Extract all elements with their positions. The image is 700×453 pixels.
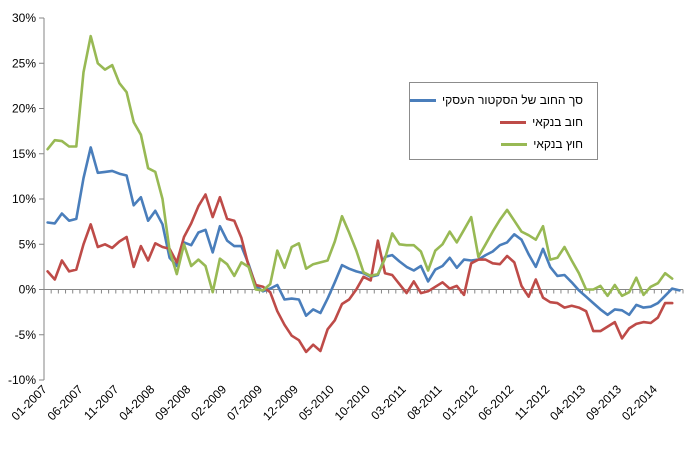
x-tick-label: 01-2012 bbox=[439, 382, 480, 423]
legend-swatch-bank-debt bbox=[500, 120, 527, 124]
legend-item-bank-debt: חוב בנקאי bbox=[500, 115, 583, 129]
x-tick-label: 06-2007 bbox=[45, 382, 86, 423]
y-tick-label: 15% bbox=[12, 147, 36, 161]
y-tick-label: 20% bbox=[12, 102, 36, 116]
x-tick-label: 09-2008 bbox=[152, 382, 193, 423]
x-tick-label: 02-2009 bbox=[188, 382, 229, 423]
legend-item-total-business-debt: סך החוב של הסקטור העסקי bbox=[410, 93, 583, 107]
x-tick-label: 10-2010 bbox=[332, 382, 373, 423]
legend-label-non-bank-debt: חוץ בנקאי bbox=[533, 137, 583, 151]
legend-item-non-bank-debt: חוץ בנקאי bbox=[501, 137, 583, 151]
x-tick-label: 01-2007 bbox=[9, 382, 50, 423]
x-tick-label: 07-2009 bbox=[224, 382, 265, 423]
x-tick-label: 05-2010 bbox=[296, 382, 337, 423]
legend-swatch-total-business-debt bbox=[410, 98, 437, 102]
series-line-total-business-debt bbox=[46, 146, 681, 318]
legend-swatch-non-bank-debt bbox=[501, 142, 528, 146]
series-line-non-bank-debt bbox=[46, 34, 674, 298]
y-tick-label: -5% bbox=[15, 328, 37, 342]
y-tick-label: 25% bbox=[12, 56, 36, 70]
x-tick-label: 11-2012 bbox=[512, 382, 553, 423]
chart-axes: -10% -5% 0% 5% 10% 15% 20% 25% 30% 01-200706-2007… bbox=[8, 11, 684, 423]
legend-label-total-business-debt: סך החוב של הסקטור העסקי bbox=[442, 93, 583, 107]
y-tick-label: 30% bbox=[12, 11, 36, 25]
y-tick-label: 10% bbox=[12, 192, 36, 206]
y-tick-label: -10% bbox=[8, 373, 36, 387]
x-tick-label: 04-2008 bbox=[116, 382, 157, 423]
x-tick-label: 12-2009 bbox=[260, 382, 301, 423]
chart-series-lines bbox=[46, 34, 681, 354]
x-tick-label: 09-2013 bbox=[583, 382, 624, 423]
y-tick-label: 5% bbox=[19, 237, 37, 251]
x-tick-label: 11-2007 bbox=[81, 382, 122, 423]
legend-label-bank-debt: חוב בנקאי bbox=[532, 115, 583, 129]
x-tick-label: 04-2013 bbox=[547, 382, 588, 423]
x-tick-label: 02-2014 bbox=[619, 382, 660, 423]
x-tick-label: 03-2011 bbox=[368, 382, 409, 423]
series-line-bank-debt bbox=[46, 193, 674, 354]
x-tick-label: 08-2011 bbox=[404, 382, 445, 423]
chart-legend: סך החוב של הסקטור העסקי חוב בנקאי חוץ בנ… bbox=[409, 82, 598, 160]
x-tick-label: 06-2012 bbox=[475, 382, 516, 423]
y-tick-label: 0% bbox=[19, 283, 37, 297]
